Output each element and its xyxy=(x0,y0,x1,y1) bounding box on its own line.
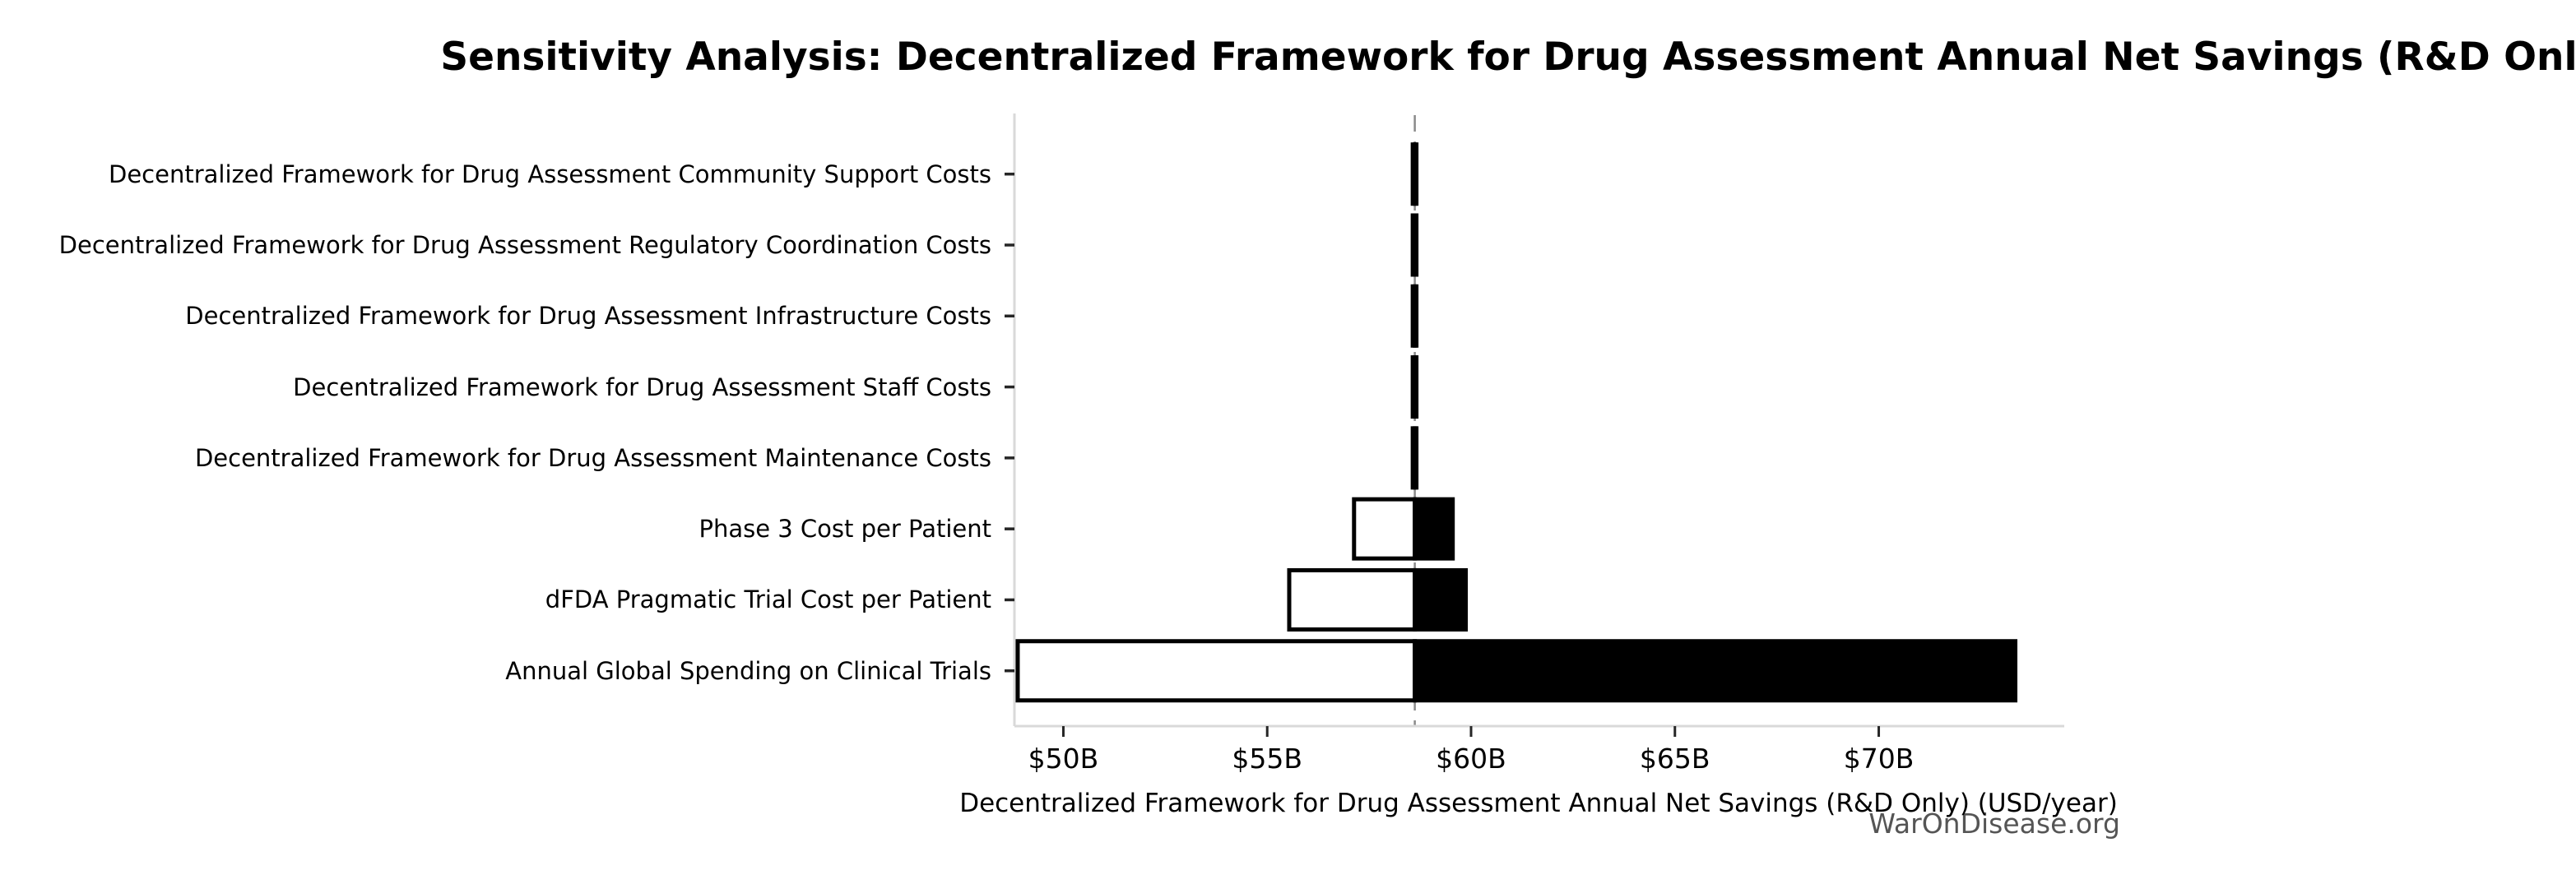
chart-title: Sensitivity Analysis: Decentralized Fram… xyxy=(440,35,2576,80)
y-tick-label: Decentralized Framework for Drug Assessm… xyxy=(194,443,991,472)
bar-high-segment xyxy=(1413,426,1419,490)
x-tick-label: $70B xyxy=(1843,743,1915,775)
bar-high-segment xyxy=(1413,639,2018,703)
x-tick-label: $50B xyxy=(1028,743,1099,775)
bar-high-segment xyxy=(1413,142,1419,206)
watermark-text: WarOnDisease.org xyxy=(1868,808,2120,840)
y-tick-label: Decentralized Framework for Drug Assessm… xyxy=(109,160,991,188)
y-tick-label: Phase 3 Cost per Patient xyxy=(699,515,991,544)
y-tick-label: Annual Global Spending on Clinical Trial… xyxy=(505,656,991,685)
bar-high-segment xyxy=(1413,567,1469,632)
y-tick-label: dFDA Pragmatic Trial Cost per Patient xyxy=(545,585,991,614)
bar-low-segment xyxy=(1352,497,1418,561)
bar-high-segment xyxy=(1413,355,1419,419)
bar-low-segment xyxy=(1287,567,1418,632)
x-tick-label: $65B xyxy=(1639,743,1710,775)
bar-high-segment xyxy=(1413,213,1419,277)
bar-low-segment xyxy=(1015,639,1418,703)
y-tick-label: Decentralized Framework for Drug Assessm… xyxy=(185,302,991,331)
bar-high-segment xyxy=(1413,497,1455,561)
x-axis-label: Decentralized Framework for Drug Assessm… xyxy=(959,789,2118,818)
bar-high-segment xyxy=(1413,284,1419,348)
x-tick-label: $55B xyxy=(1232,743,1303,775)
y-tick-label: Decentralized Framework for Drug Assessm… xyxy=(58,230,991,259)
y-tick-label: Decentralized Framework for Drug Assessm… xyxy=(293,373,991,401)
x-tick-label: $60B xyxy=(1436,743,1506,775)
